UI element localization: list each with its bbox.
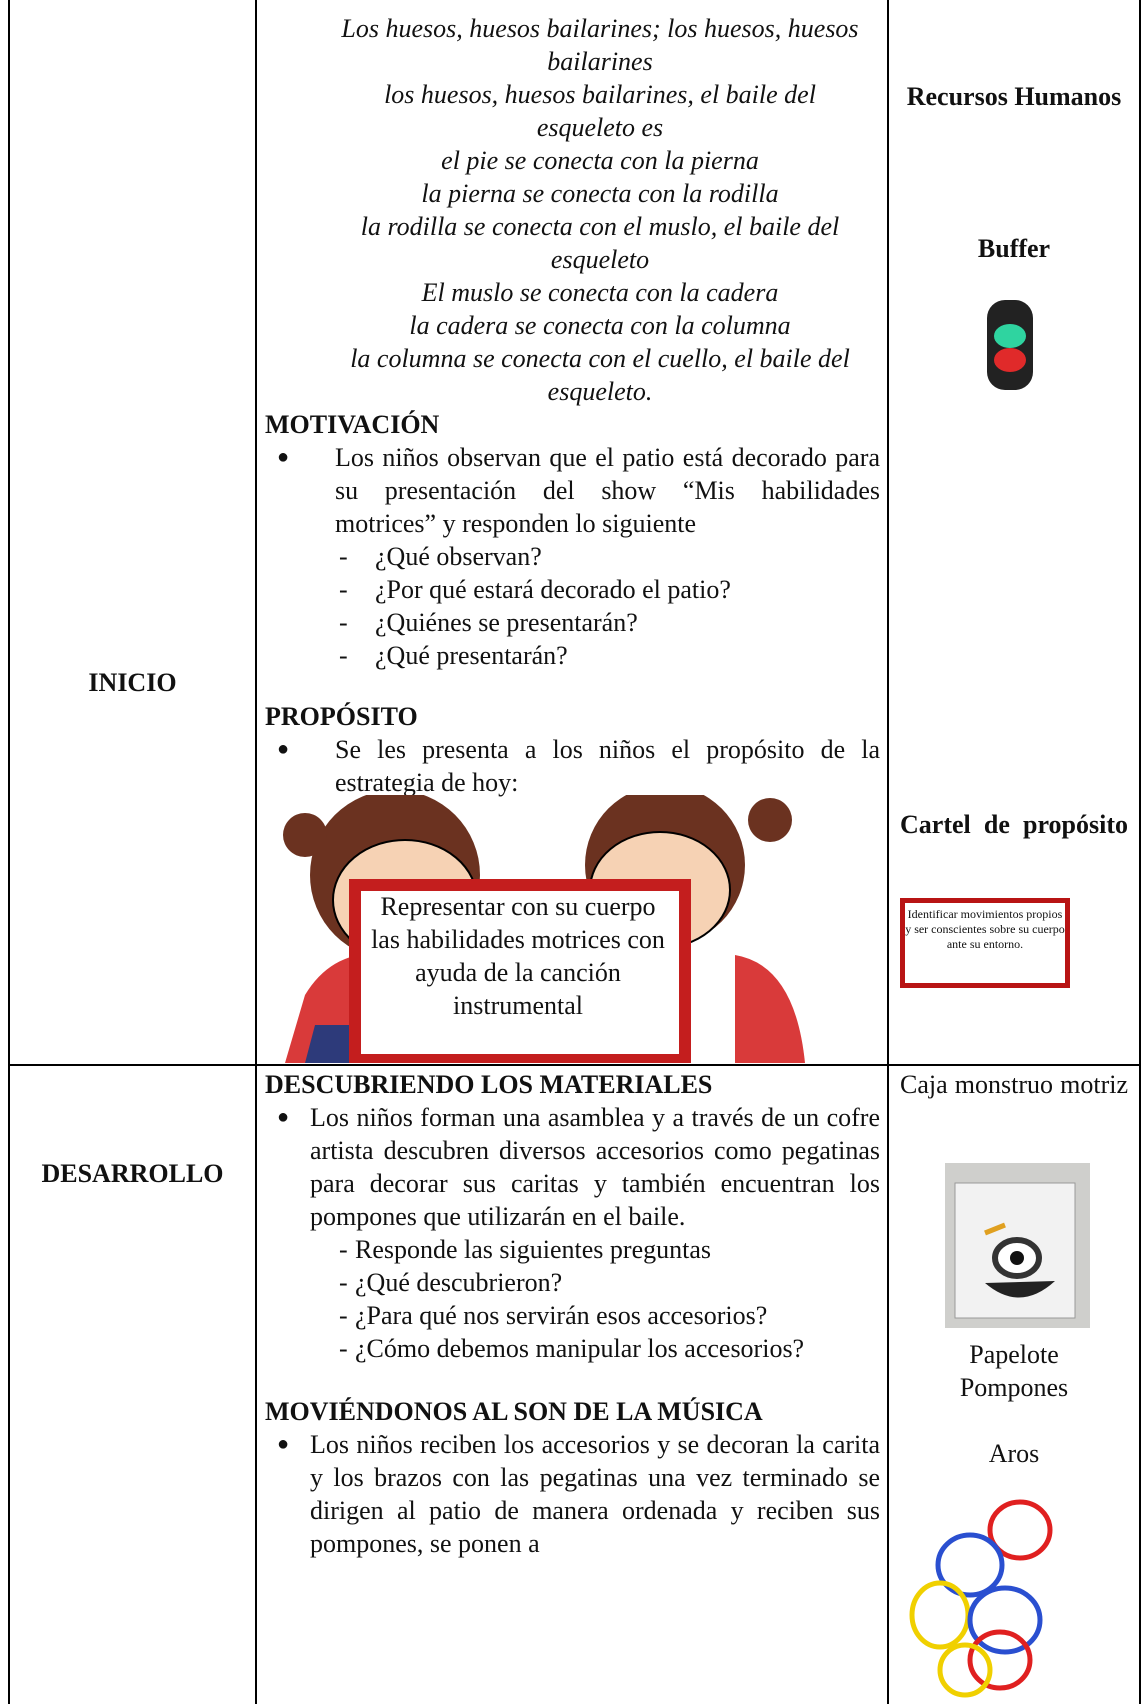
song-line: la cadera se conecta con la columna: [409, 311, 791, 340]
stage: DESARROLLO: [41, 1159, 224, 1188]
item: Responde las siguientes preguntas: [265, 1233, 880, 1266]
song-line: la pierna se conecta con la rodilla: [421, 179, 779, 208]
hoops-image: [909, 1499, 1053, 1698]
row-border: [8, 1064, 1141, 1066]
item: ¿Por qué estará decorado el patio?: [265, 573, 880, 606]
song-line: El muslo se conecta con la cadera: [421, 278, 779, 307]
bullet: Se les presenta a los niños el propósito…: [265, 733, 880, 799]
song: Los huesos, huesos bailarines; los hueso…: [335, 12, 865, 408]
resource: Buffer: [977, 234, 1051, 263]
song-line: el pie se conecta con la pierna: [441, 146, 759, 175]
sign-text: Representar con su cuerpo las habilidade…: [371, 892, 665, 1020]
bullet: Los niños observan que el patio está dec…: [265, 441, 880, 540]
border: [887, 0, 889, 1704]
song-line: la columna se conecta con el cuello, el …: [350, 344, 850, 406]
heading: MOTIVACIÓN: [265, 410, 440, 439]
item: ¿Quiénes se presentarán?: [265, 606, 880, 639]
item: ¿Qué observan?: [265, 540, 880, 573]
resource: Recursos Humanos: [906, 82, 1122, 111]
item: ¿Cómo debemos manipular los accesorios?: [265, 1332, 880, 1365]
resource: Caja monstruo motriz: [900, 1070, 1128, 1099]
bullet: Los niños reciben los accesorios y se de…: [265, 1428, 880, 1560]
bullet: Los niños forman una asamblea y a través…: [265, 1101, 880, 1233]
border: [8, 0, 10, 1704]
border: [255, 0, 257, 1704]
resource: Papelote: [969, 1340, 1059, 1369]
song-line: Los huesos, huesos bailarines; los hueso…: [341, 14, 859, 76]
heading: PROPÓSITO: [265, 702, 418, 731]
stage: INICIO: [88, 668, 177, 697]
resource: Aros: [988, 1439, 1040, 1468]
purpose-illustration: [283, 795, 805, 1063]
resource: Cartel de propósito: [900, 810, 1128, 839]
content: Los huesos, huesos bailarines; los hueso…: [265, 0, 880, 799]
poster: Identificar movimientos propios y ser co…: [900, 898, 1070, 988]
song-line: la rodilla se conecta con el muslo, el b…: [360, 212, 840, 274]
item: ¿Qué presentarán?: [265, 639, 880, 672]
heading: MOVIÉNDONOS AL SON DE LA MÚSICA: [265, 1397, 763, 1426]
speaker-image: [987, 300, 1033, 390]
box-image: [945, 1163, 1090, 1328]
song-line: los huesos, huesos bailarines, el baile …: [384, 80, 816, 142]
heading: DESCUBRIENDO LOS MATERIALES: [265, 1070, 713, 1099]
border: [1139, 0, 1141, 1704]
item: ¿Qué descubrieron?: [265, 1266, 880, 1299]
item: ¿Para qué nos servirán esos accesorios?: [265, 1299, 880, 1332]
content: DESCUBRIENDO LOS MATERIALES Los niños fo…: [265, 1068, 880, 1560]
resource: Pompones: [959, 1373, 1069, 1402]
